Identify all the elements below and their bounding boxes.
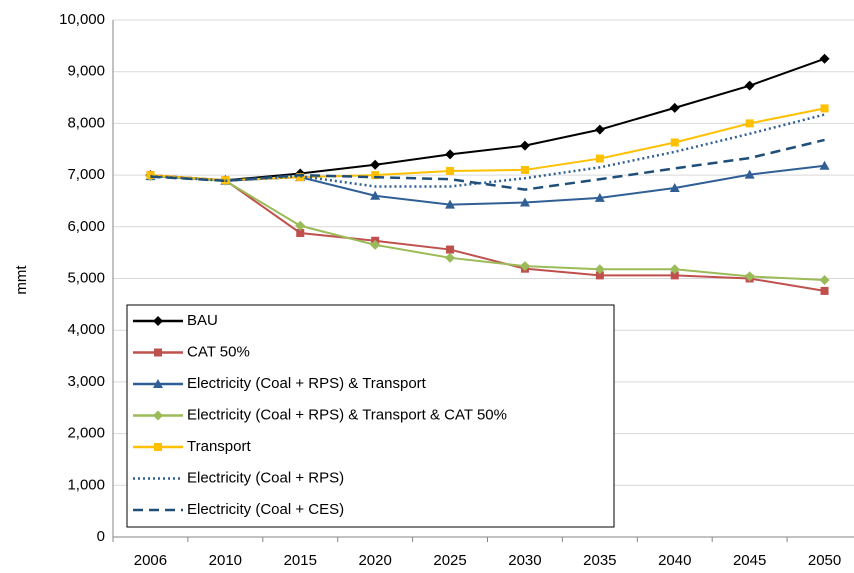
- legend-label: Electricity (Coal + RPS) & Transport: [187, 375, 427, 392]
- y-tick-label: 1,000: [67, 476, 105, 493]
- series-line: [150, 175, 825, 282]
- marker: [519, 140, 530, 151]
- marker: [669, 102, 680, 113]
- marker: [594, 124, 605, 135]
- marker: [745, 119, 754, 128]
- marker: [819, 275, 830, 286]
- x-tick-label: 2045: [733, 552, 766, 569]
- marker: [154, 443, 162, 451]
- x-tick-label: 2040: [658, 552, 691, 569]
- x-tick-label: 2020: [358, 552, 391, 569]
- marker: [446, 166, 455, 175]
- x-tick-label: 2030: [508, 552, 541, 569]
- legend-label: Electricity (Coal + RPS) & Transport & C…: [187, 406, 507, 423]
- y-tick-label: 0: [97, 528, 105, 545]
- series-line: [150, 174, 825, 292]
- marker: [146, 171, 155, 180]
- legend-label: Transport: [187, 438, 251, 455]
- marker: [371, 171, 380, 180]
- marker: [445, 252, 456, 263]
- marker: [520, 165, 529, 174]
- marker: [594, 192, 605, 202]
- marker: [370, 159, 381, 170]
- marker: [445, 199, 456, 209]
- y-tick-label: 9,000: [67, 63, 105, 80]
- legend-label: BAU: [187, 312, 218, 329]
- y-tick-label: 4,000: [67, 321, 105, 338]
- legend-box: [126, 304, 615, 528]
- x-tick-label: 2050: [808, 552, 841, 569]
- marker: [153, 316, 163, 326]
- marker: [153, 379, 163, 388]
- y-tick-label: 10,000: [59, 11, 105, 28]
- y-tick-label: 3,000: [67, 373, 105, 390]
- marker: [595, 154, 604, 163]
- y-axis-label: mmt: [13, 265, 30, 295]
- marker: [819, 53, 830, 64]
- marker: [154, 348, 162, 357]
- series-line: [150, 113, 825, 188]
- marker: [370, 239, 381, 250]
- marker: [670, 138, 679, 147]
- marker: [820, 104, 829, 113]
- marker: [744, 80, 755, 91]
- legend-label: Electricity (Coal + CES): [187, 501, 344, 518]
- marker: [819, 160, 830, 170]
- y-tick-label: 7,000: [67, 166, 105, 183]
- marker: [370, 190, 381, 200]
- marker: [669, 264, 680, 275]
- marker: [445, 149, 456, 160]
- marker: [594, 264, 605, 275]
- x-tick-label: 2025: [433, 552, 466, 569]
- marker: [669, 183, 680, 193]
- legend-label: CAT 50%: [187, 343, 250, 360]
- marker: [744, 169, 755, 179]
- legend-label: Electricity (Coal + RPS): [187, 469, 344, 486]
- y-tick-label: 6,000: [67, 218, 105, 235]
- series-line: [150, 57, 825, 182]
- y-tick-label: 8,000: [67, 114, 105, 131]
- x-tick-label: 2015: [284, 552, 317, 569]
- marker: [820, 286, 829, 295]
- marker: [519, 197, 530, 207]
- x-tick-label: 2035: [583, 552, 616, 569]
- marker: [296, 229, 305, 238]
- marker: [153, 410, 163, 421]
- series-line: [150, 138, 825, 191]
- x-tick-label: 2010: [209, 552, 242, 569]
- y-tick-label: 5,000: [67, 269, 105, 286]
- marker: [744, 271, 755, 282]
- marker: [670, 271, 679, 280]
- marker: [595, 271, 604, 280]
- series-line: [150, 107, 825, 182]
- y-tick-label: 2,000: [67, 425, 105, 442]
- marker: [295, 220, 306, 231]
- x-tick-label: 2006: [134, 552, 167, 569]
- marker: [446, 245, 455, 254]
- marker: [519, 261, 530, 272]
